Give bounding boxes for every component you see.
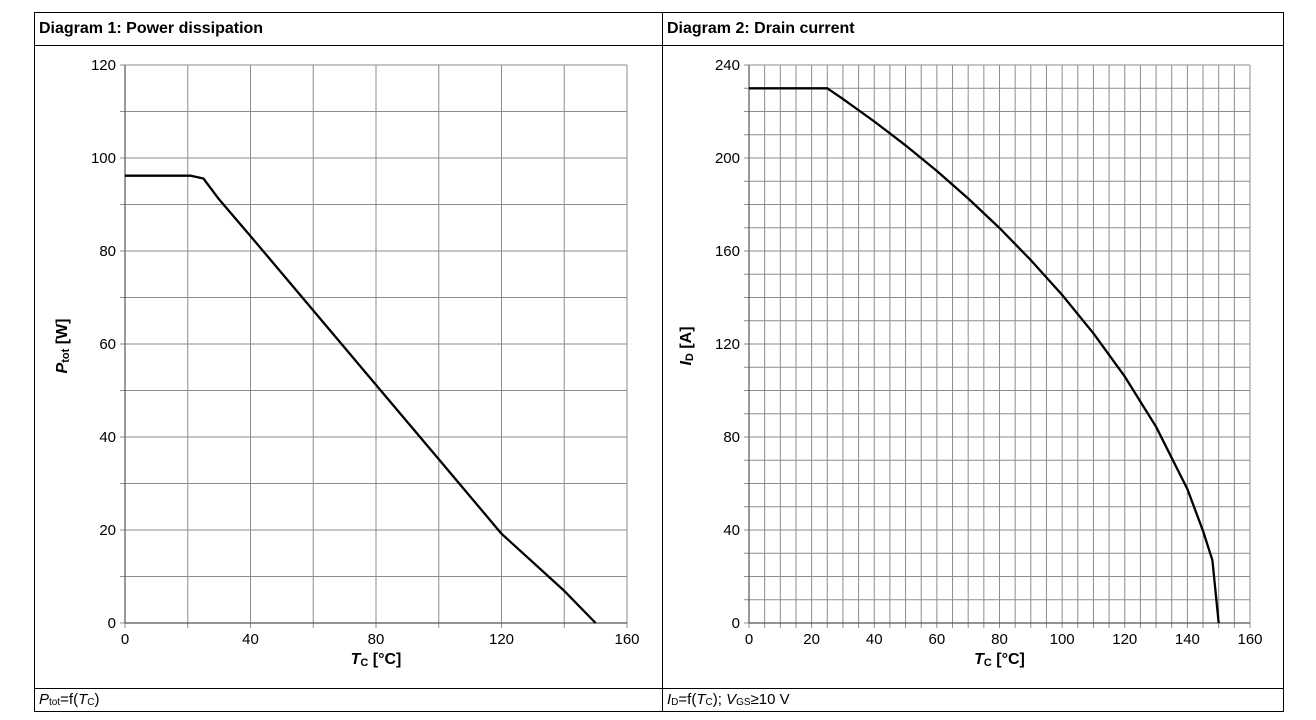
x-tick-label: 40 <box>242 631 259 648</box>
y-tick-label: 160 <box>715 243 740 260</box>
chart-2: 0 20 40 60 80 100 120 140 160 0 40 80 120 160 200 240 TC… <box>678 57 1263 669</box>
diagram-2-title: Diagram 2: Drain current <box>667 20 855 37</box>
x-tick-label: 120 <box>489 631 514 648</box>
x-tick-label: 20 <box>803 631 820 648</box>
y-tick-label: 80 <box>99 243 116 260</box>
x-tick-label: 140 <box>1175 631 1200 648</box>
y-tick-label: 0 <box>732 615 740 632</box>
y-tick-label: 100 <box>91 150 116 167</box>
x-tick-label: 40 <box>866 631 883 648</box>
x-tick-label: 100 <box>1050 631 1075 648</box>
y-tick-label: 0 <box>108 615 116 632</box>
y-tick-label: 200 <box>715 150 740 167</box>
y-tick-label: 120 <box>91 57 116 74</box>
y-tick-label: 40 <box>723 522 740 539</box>
x-tick-label: 0 <box>121 631 129 648</box>
y-tick-label: 20 <box>99 522 116 539</box>
y-axis-label: ID [A] <box>678 326 696 365</box>
footer-rule <box>35 688 1283 689</box>
x-tick-label: 80 <box>991 631 1008 648</box>
diagram-1-caption: Ptot=f(TC) <box>39 691 100 708</box>
x-tick-label: 80 <box>368 631 385 648</box>
diagram-1-title: Diagram 1: Power dissipation <box>39 20 264 37</box>
panel-divider <box>662 13 663 711</box>
diagram-2-caption: ID=f(TC); VGS≥10 V <box>667 691 790 708</box>
x-tick-label: 160 <box>614 631 639 648</box>
x-tick-label: 0 <box>745 631 753 648</box>
x-axis-label: TC [°C] <box>351 651 402 669</box>
x-tick-label: 120 <box>1112 631 1137 648</box>
datasheet-frame: Diagram 1: Power dissipation Diagram 2: … <box>34 12 1284 712</box>
y-tick-label: 120 <box>715 336 740 353</box>
series-line <box>125 174 597 624</box>
y-axis-label: Ptot [W] <box>54 319 72 374</box>
y-tick-label: 80 <box>723 429 740 446</box>
y-tick-label: 60 <box>99 336 116 353</box>
series-line <box>749 87 1220 624</box>
y-tick-label: 40 <box>99 429 116 446</box>
y-tick-label: 240 <box>715 57 740 74</box>
chart-1: 0 40 80 120 160 0 20 40 60 80 100 120 TC [°C] Ptot [W… <box>54 57 640 669</box>
x-axis-label: TC [°C] <box>974 651 1025 669</box>
x-tick-label: 60 <box>929 631 946 648</box>
x-tick-label: 160 <box>1237 631 1262 648</box>
header-rule <box>35 45 1283 46</box>
